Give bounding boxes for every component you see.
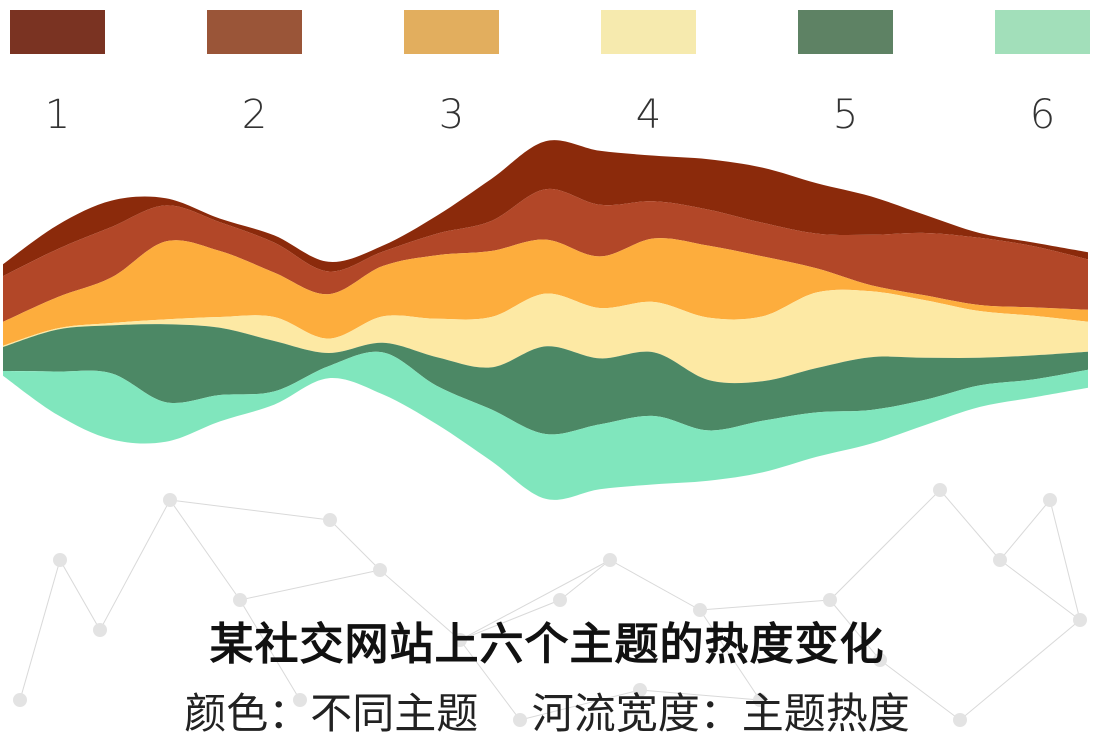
- network-node: [933, 483, 947, 497]
- network-node: [753, 693, 767, 707]
- legend-swatch: [601, 10, 696, 54]
- legend-item-6: 6: [995, 10, 1094, 138]
- network-node: [293, 693, 307, 707]
- chart-subtitle: 颜色：不同主题 河流宽度：主题热度: [184, 689, 910, 738]
- legend: 1 2 3 4 5 6: [0, 0, 1094, 150]
- network-link: [19, 559, 61, 701]
- network-node: [163, 493, 177, 507]
- network-link: [829, 489, 941, 601]
- legend-item-2: 2: [207, 10, 307, 138]
- stream-series-4: [3, 289, 1088, 384]
- legend-item-4: 4: [601, 10, 701, 138]
- network-link: [999, 559, 1081, 621]
- network-node: [233, 593, 247, 607]
- network-link: [329, 519, 381, 571]
- network-link: [239, 599, 301, 701]
- network-link: [939, 489, 1001, 561]
- network-link: [519, 689, 641, 721]
- legend-label: 5: [832, 92, 859, 138]
- network-node: [1043, 493, 1057, 507]
- network-link: [879, 659, 961, 721]
- network-link: [169, 499, 331, 521]
- network-node: [1073, 613, 1087, 627]
- network-link: [699, 609, 761, 701]
- legend-label: 2: [241, 92, 268, 138]
- legend-swatch: [207, 10, 302, 54]
- legend-label: 1: [44, 92, 71, 138]
- network-node: [603, 553, 617, 567]
- network-link: [459, 639, 521, 721]
- network-node: [53, 553, 67, 567]
- network-link: [999, 499, 1051, 561]
- network-link: [239, 569, 381, 601]
- legend-swatch: [10, 10, 105, 54]
- network-node: [453, 633, 467, 647]
- network-link: [169, 499, 241, 601]
- legend-swatch: [798, 10, 893, 54]
- legend-label: 3: [438, 92, 465, 138]
- network-node: [633, 683, 647, 697]
- legend-label: 4: [635, 92, 662, 138]
- legend-item-3: 3: [404, 10, 504, 138]
- network-node: [93, 623, 107, 637]
- network-link: [959, 619, 1081, 721]
- network-link: [829, 599, 881, 661]
- network-node: [553, 593, 567, 607]
- legend-swatch: [995, 10, 1090, 54]
- legend-item-5: 5: [798, 10, 898, 138]
- network-node: [693, 603, 707, 617]
- network-node: [953, 713, 967, 727]
- legend-item-1: 1: [10, 10, 110, 138]
- network-link: [1049, 499, 1081, 621]
- network-node: [513, 713, 527, 727]
- stream-series-5: [3, 324, 1088, 435]
- network-node: [323, 513, 337, 527]
- network-link: [99, 499, 171, 631]
- network-link: [639, 689, 761, 701]
- network-link: [459, 599, 561, 641]
- network-node: [823, 593, 837, 607]
- chart-title: 某社交网站上六个主题的热度变化: [209, 619, 885, 670]
- legend-swatch: [404, 10, 499, 54]
- network-link: [459, 559, 611, 641]
- network-node: [13, 693, 27, 707]
- stream-series-3: [3, 238, 1088, 346]
- stream-series-6: [3, 351, 1088, 500]
- network-link: [379, 569, 461, 641]
- network-node: [873, 653, 887, 667]
- network-link: [559, 559, 611, 601]
- network-link: [609, 559, 701, 611]
- legend-label: 6: [1029, 92, 1056, 138]
- network-link: [59, 559, 101, 631]
- stream-series-1: [3, 140, 1088, 277]
- network-node: [373, 563, 387, 577]
- stream-series-2: [3, 188, 1088, 322]
- network-link: [699, 599, 831, 611]
- network-node: [993, 553, 1007, 567]
